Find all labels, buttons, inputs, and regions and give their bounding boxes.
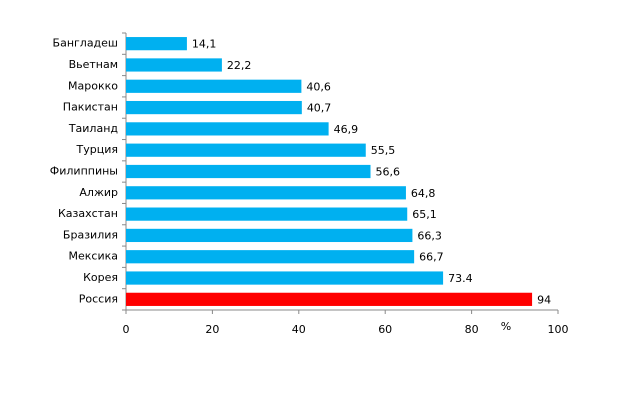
bar <box>126 250 415 264</box>
y-tick-label: Турция <box>76 143 118 156</box>
bar <box>126 228 413 243</box>
value-label: 64,8 <box>411 187 436 200</box>
value-label: 40,7 <box>307 102 332 115</box>
bar <box>126 122 329 136</box>
bar <box>126 292 533 306</box>
x-tick-label: 40 <box>292 323 306 336</box>
value-label: 66,3 <box>417 229 442 242</box>
x-tick-label: 20 <box>205 323 219 336</box>
y-tick-label: Марокко <box>68 79 118 92</box>
bar <box>126 58 222 72</box>
bar <box>126 143 366 157</box>
y-tick-label: Казахстан <box>58 207 118 220</box>
value-label: 73.4 <box>448 272 473 285</box>
bar <box>126 100 302 115</box>
value-label: 46,9 <box>334 123 359 136</box>
x-tick-label: 60 <box>378 323 392 336</box>
value-label: 40,6 <box>306 80 331 93</box>
bar <box>126 271 444 285</box>
value-label: 94 <box>537 293 551 306</box>
bar <box>126 37 187 51</box>
y-tick-label: Россия <box>79 292 118 305</box>
y-tick-label: Мексика <box>69 250 118 263</box>
x-tick-label: 100 <box>548 323 569 336</box>
value-label: 22,2 <box>227 59 252 72</box>
value-label: 14,1 <box>192 38 217 51</box>
y-tick-label: Бангладеш <box>53 37 118 50</box>
x-tick-label: 0 <box>123 323 130 336</box>
value-label: 55,5 <box>371 144 396 157</box>
y-tick-label: Бразилия <box>63 228 118 241</box>
y-tick-label: Филиппины <box>50 165 118 178</box>
x-axis-label: % <box>501 320 511 333</box>
y-tick-label: Алжир <box>79 186 118 199</box>
value-label: 65,1 <box>412 208 437 221</box>
bar <box>126 186 406 200</box>
value-label: 56,6 <box>376 166 401 179</box>
bar <box>126 79 302 93</box>
y-tick-label: Пакистан <box>63 101 118 114</box>
y-tick-label: Таиланд <box>68 122 119 135</box>
value-label: 66,7 <box>419 251 444 264</box>
y-tick-label: Вьетнам <box>69 58 118 71</box>
x-tick-label: 80 <box>465 323 479 336</box>
bar <box>126 164 371 179</box>
y-tick-label: Корея <box>83 271 118 284</box>
bar <box>126 207 408 221</box>
